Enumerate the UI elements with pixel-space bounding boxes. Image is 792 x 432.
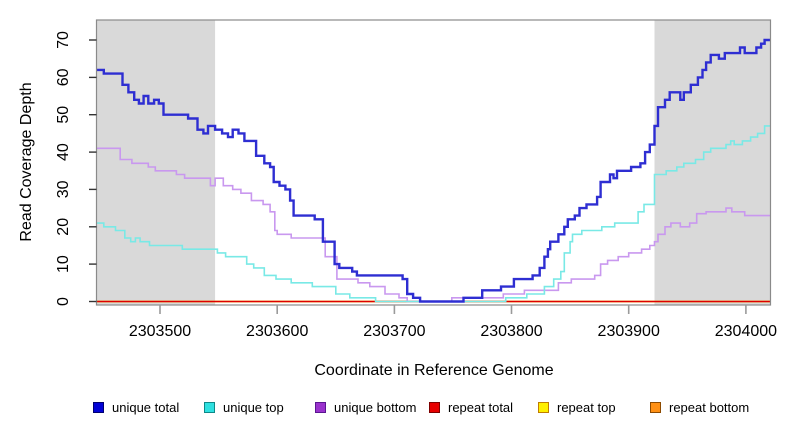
plot-border (95, 19, 772, 306)
x-axis-title: Coordinate in Reference Genome (314, 362, 553, 379)
plot-box (95, 19, 772, 306)
series-line-unique-bottom (96, 147, 771, 303)
y-tick-label: 70 (55, 31, 72, 49)
y-tick-label: 60 (55, 68, 72, 86)
series-layer (96, 38, 771, 303)
shaded-region-0 (96, 20, 216, 305)
x-tick-label: 2303500 (129, 323, 191, 340)
shaded-region-1 (654, 20, 771, 305)
y-tick-label: 10 (55, 255, 72, 273)
y-axis-title: Read Coverage Depth (18, 82, 35, 241)
series-line-unique-top (96, 125, 771, 303)
y-tick-label: 20 (55, 218, 72, 236)
y-tick-label: 50 (55, 106, 72, 124)
axis-ticks (89, 39, 747, 314)
x-tick-label: 2303600 (246, 323, 308, 340)
shaded-regions (96, 20, 771, 305)
x-tick-label: 2303800 (480, 323, 542, 340)
y-tick-label: 40 (55, 143, 72, 161)
y-tick-label: 30 (55, 180, 72, 198)
y-tick-label: 0 (55, 297, 72, 306)
x-tick-label: 2303900 (598, 323, 660, 340)
x-tick-label: 2304000 (715, 323, 777, 340)
x-tick-label: 2303700 (363, 323, 425, 340)
series-line-unique-total (96, 38, 771, 303)
axis-tick-labels: 2303500 2303600 2303700 2303800 2303900 23040… (55, 31, 777, 340)
